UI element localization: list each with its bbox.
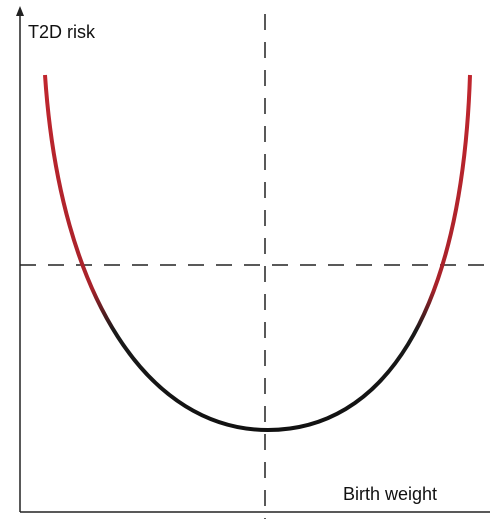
risk-curve xyxy=(43,74,472,433)
y-axis-arrow xyxy=(16,6,24,16)
x-axis-label: Birth weight xyxy=(343,484,437,504)
y-axis-label: T2D risk xyxy=(28,22,96,42)
